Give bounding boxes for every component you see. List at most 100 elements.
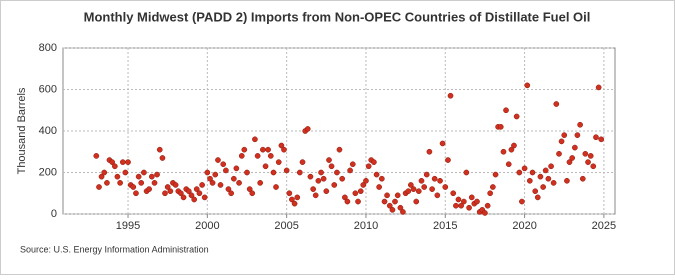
point (130, 184, 137, 190)
point (429, 186, 435, 192)
point (230, 175, 237, 182)
point (209, 180, 216, 186)
point (572, 144, 578, 151)
y-tick-label: 800 (39, 42, 57, 54)
point (405, 188, 412, 195)
point (244, 169, 250, 176)
point (326, 157, 332, 163)
point (492, 171, 499, 178)
point (114, 173, 121, 180)
point (257, 180, 264, 186)
point (178, 190, 184, 197)
point (497, 124, 504, 130)
point (249, 190, 256, 197)
point (254, 153, 261, 159)
point (172, 182, 179, 188)
point (212, 171, 219, 178)
y-tick-label: 400 (39, 125, 57, 137)
point (357, 188, 364, 195)
point (365, 163, 372, 170)
point (291, 200, 298, 207)
point (294, 194, 301, 201)
y-tick-label: 600 (39, 83, 57, 95)
point (151, 180, 158, 186)
point (349, 161, 356, 168)
point (193, 186, 200, 192)
point (484, 202, 491, 209)
point (241, 146, 248, 153)
point (516, 169, 523, 176)
point (453, 202, 459, 209)
point (336, 146, 343, 153)
point (513, 113, 520, 120)
point (363, 177, 369, 184)
point (296, 169, 303, 176)
point (109, 159, 116, 165)
point (598, 136, 605, 143)
point (421, 184, 428, 190)
point (564, 177, 570, 184)
point (196, 190, 203, 197)
point (548, 163, 554, 170)
point (101, 169, 108, 176)
point (386, 202, 393, 209)
x-tick-label: 2005 (274, 220, 298, 232)
point (413, 198, 420, 205)
point (304, 126, 311, 132)
point (587, 153, 594, 159)
point (117, 180, 123, 186)
point (318, 169, 324, 176)
point (138, 180, 145, 186)
point (381, 198, 388, 205)
point (339, 175, 346, 182)
point (569, 155, 576, 161)
point (159, 155, 166, 161)
point (191, 196, 198, 203)
point (590, 163, 597, 170)
point (204, 169, 211, 176)
point (482, 210, 488, 216)
point (566, 159, 573, 165)
point (418, 177, 425, 184)
point (468, 194, 475, 201)
point (521, 165, 528, 172)
point (281, 146, 287, 153)
point (458, 202, 464, 209)
point (96, 184, 102, 190)
point (286, 190, 293, 197)
point (534, 194, 541, 201)
point (273, 184, 279, 190)
point (278, 142, 285, 149)
point (545, 175, 552, 182)
point (450, 190, 457, 197)
point (558, 138, 565, 145)
x-tick-label: 2020 (512, 220, 536, 232)
point (320, 175, 327, 182)
point (553, 101, 560, 107)
point (460, 198, 467, 205)
point (275, 159, 282, 165)
point (371, 159, 377, 165)
point (352, 190, 359, 197)
point (524, 82, 531, 89)
point (270, 169, 277, 176)
point (582, 150, 589, 157)
point (265, 146, 271, 153)
point (378, 175, 385, 182)
point (207, 175, 213, 182)
point (223, 167, 229, 174)
point (431, 175, 438, 182)
point (225, 186, 232, 192)
point (146, 186, 152, 192)
y-axis-label: Thousand Barrels (16, 87, 28, 174)
point (236, 180, 242, 186)
point (474, 198, 480, 205)
point (233, 165, 240, 172)
point (445, 157, 451, 163)
point (550, 180, 557, 186)
point (299, 159, 306, 165)
point (585, 159, 591, 165)
point (355, 198, 361, 205)
